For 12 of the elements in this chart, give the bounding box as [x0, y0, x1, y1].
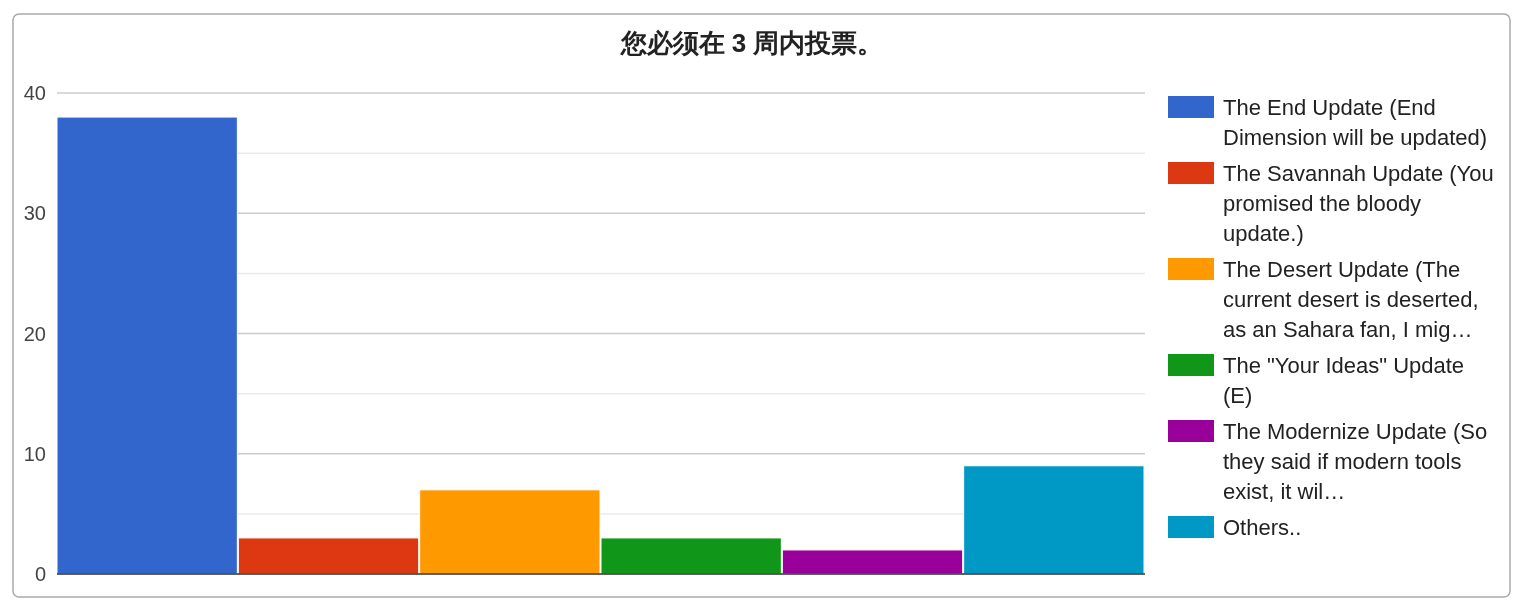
legend-label: Others..: [1223, 515, 1302, 540]
legend-label: The End Update (End Dimension will be updated): [1223, 95, 1488, 150]
legend-label: The Desert Update (The current desert is deserted, as an Sahara fan, I mig…: [1223, 257, 1479, 342]
y-tick-label: 40: [23, 82, 46, 104]
legend-label: The Modernize Update (So they said if modern tools exist, it wil…: [1223, 419, 1488, 504]
legend-label: The "Your Ideas" Update (E): [1223, 353, 1465, 408]
chart-title: 您必须在 3 周内投票。: [619, 28, 884, 58]
y-tick-label: 10: [23, 442, 46, 465]
y-tick-label: 0: [34, 563, 46, 585]
legend-label: The Savannah Update (You promised the bloody update.): [1223, 161, 1494, 246]
y-tick-label: 20: [23, 322, 46, 345]
y-tick-label: 30: [23, 202, 46, 225]
